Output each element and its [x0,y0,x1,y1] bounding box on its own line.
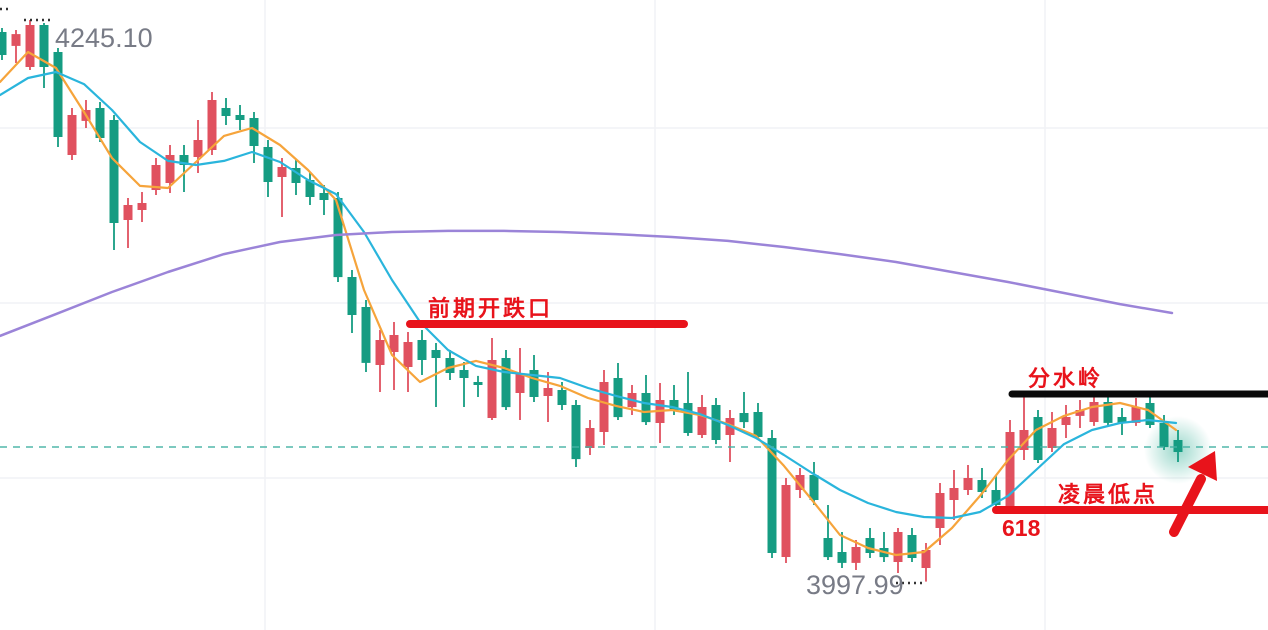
candle [0,28,7,60]
candle [207,92,217,155]
candle [543,372,553,422]
candle [571,400,581,467]
candle [319,185,329,215]
candle [991,475,1001,510]
candle [725,410,735,462]
ma-fast-orange [0,50,1178,557]
up-arrow[interactable] [1169,451,1217,537]
candle [753,403,763,440]
candle [907,528,917,562]
candle [1061,405,1071,438]
candle [375,330,385,392]
high-price-label: 4245.10 [55,23,153,53]
candle [459,362,469,407]
candle [1019,395,1029,460]
candle [599,370,609,445]
candle [809,462,819,505]
candle [305,172,315,205]
candle [123,198,133,248]
candle [963,465,973,495]
candle [137,192,147,222]
candle [949,470,959,520]
annotation-618-label[interactable]: 618 [1002,515,1041,541]
low-price-label: 3997.99 [806,570,904,600]
candle [935,483,945,545]
candle [739,392,749,428]
ma-mid-cyan [0,70,1178,520]
candle [767,430,777,558]
candle [221,98,231,125]
candle [487,338,497,420]
candle [1103,395,1113,426]
candle [347,270,357,333]
candle [417,330,427,375]
candle [179,145,189,192]
candle [445,350,455,380]
candle [67,108,77,160]
candle [613,363,623,420]
candle [151,158,161,195]
candle [781,478,791,563]
candle [11,30,21,63]
annotation-gap-label[interactable]: 前期开跌口 [428,296,554,321]
candle [823,505,833,560]
candle [95,102,105,142]
candle [235,105,245,130]
candle [249,112,259,163]
candle [515,348,525,420]
candle [1047,412,1057,452]
candle [1033,410,1043,463]
candle [1089,395,1099,426]
candle [1117,408,1127,435]
candle [277,158,287,217]
annotation-watershed-label[interactable]: 分水岭 [1028,366,1104,391]
candle [1173,430,1183,462]
candle [655,383,665,443]
candle [361,300,371,372]
candle [501,350,511,410]
ma-slow-purple [0,229,1174,338]
candle [837,532,847,568]
candle [795,468,805,498]
candle [53,48,63,147]
candle [683,372,693,436]
candle [1075,400,1085,428]
candle [865,528,875,558]
annotation-dawn-low-label[interactable]: 凌晨低点 [1058,482,1159,507]
candle [879,532,889,562]
candle [263,140,273,197]
candle [893,528,903,573]
candle [851,540,861,570]
candle [25,20,35,70]
candle [473,375,483,397]
candle [641,375,651,425]
candle [39,23,49,88]
price-tick-dots [0,7,924,585]
candle [585,420,595,455]
candle [109,115,119,250]
candle [403,332,413,392]
candles-layer [0,20,1183,582]
candle [291,160,301,195]
